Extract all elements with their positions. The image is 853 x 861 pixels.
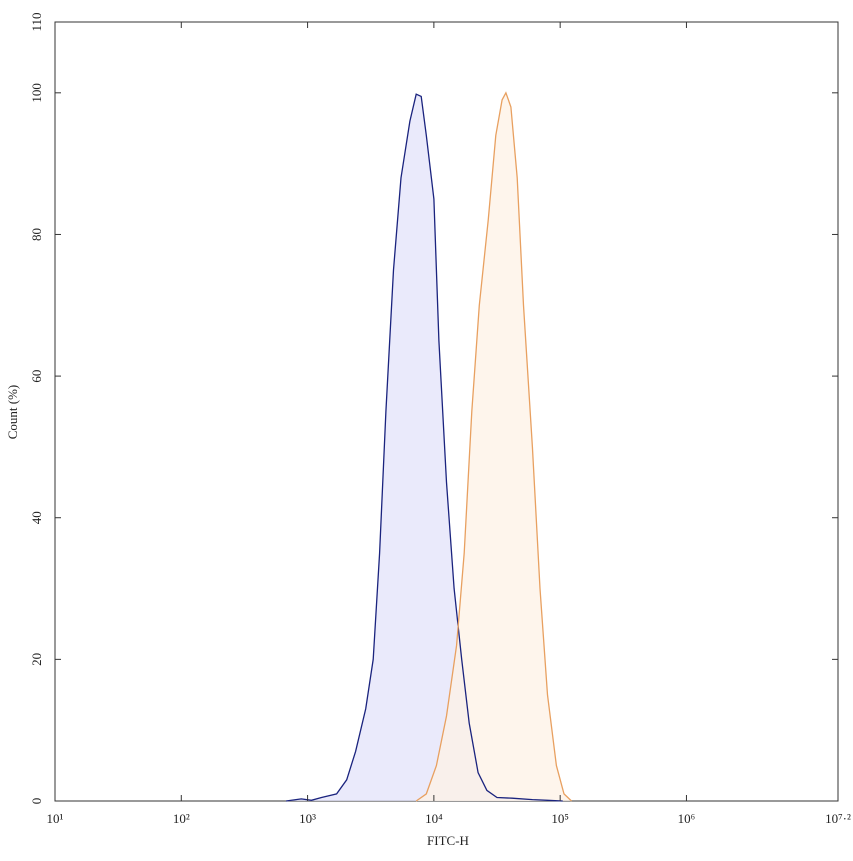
x-tick-label: 10³	[299, 811, 316, 826]
y-tick-label: 100	[29, 83, 44, 103]
y-tick-label: 40	[29, 511, 44, 524]
y-axis-label: Count (%)	[5, 385, 20, 440]
x-tick-label: 10⁶	[678, 811, 696, 826]
histogram-line	[415, 91, 572, 802]
x-tick-label: 10¹	[47, 811, 64, 826]
histogram-area	[286, 94, 563, 801]
y-tick-label: 110	[29, 12, 44, 31]
x-tick-label: 10⁷·²	[825, 811, 851, 826]
y-tick-label: 20	[29, 653, 44, 666]
y-tick-label: 80	[29, 228, 44, 241]
histogram-area	[416, 92, 572, 802]
x-tick-label: 10⁴	[425, 811, 443, 826]
histogram-line	[286, 93, 563, 802]
x-axis-label: FITC-H	[427, 833, 469, 848]
x-tick-label: 10²	[173, 811, 190, 826]
x-tick-label: 10⁵	[551, 811, 569, 826]
y-tick-label: 0	[29, 798, 44, 805]
y-tick-label: 60	[29, 370, 44, 383]
